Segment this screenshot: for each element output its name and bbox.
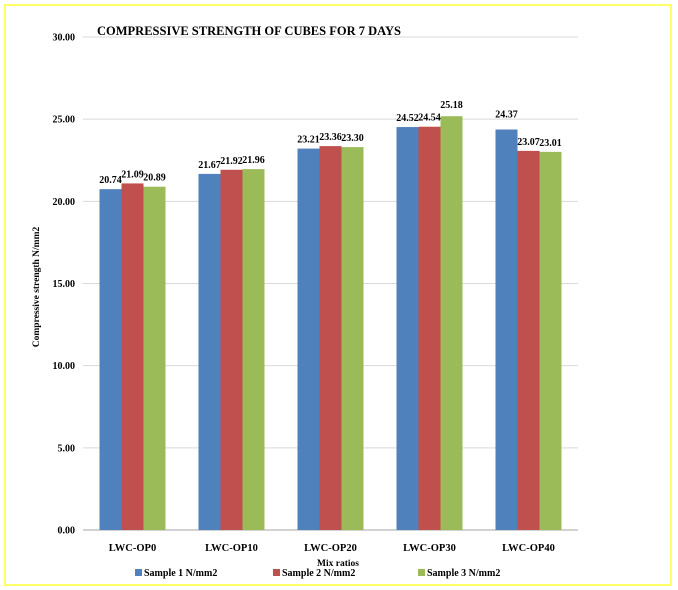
- data-label: 24.37: [495, 110, 518, 121]
- x-category-label: LWC-OP40: [502, 543, 555, 554]
- bars: [99, 116, 562, 531]
- legend-swatch: [418, 569, 425, 576]
- bar: [297, 148, 320, 530]
- data-label: 20.74: [99, 175, 122, 186]
- bar: [539, 151, 562, 530]
- x-category-labels: LWC-OP0 LWC-OP10 LWC-OP20 LWC-OP30 LWC-OP40: [109, 543, 555, 554]
- legend-swatch: [273, 569, 280, 576]
- legend-item: Sample 3 N/mm2: [418, 568, 500, 579]
- chart-title: COMPRESSIVE STRENGTH OF CUBES FOR 7 DAYS: [97, 24, 401, 38]
- y-tick-label: 5.00: [58, 443, 76, 454]
- y-tick-labels: 0.00 5.00 10.00 15.00 20.00 25.00 30.00: [53, 33, 76, 537]
- legend-label: Sample 2 N/mm2: [282, 568, 355, 579]
- y-tick-label: 25.00: [53, 115, 76, 126]
- y-tick-label: 0.00: [58, 526, 76, 537]
- data-label: 20.89: [143, 173, 166, 184]
- legend-swatch: [135, 569, 142, 576]
- data-label: 24.54: [418, 113, 441, 124]
- bar: [495, 129, 518, 531]
- bar: [143, 186, 166, 530]
- bar: [242, 169, 265, 530]
- bar: [121, 183, 144, 530]
- legend: Sample 1 N/mm2 Sample 2 N/mm2 Sample 3 N/m…: [135, 568, 500, 579]
- y-tick-label: 10.00: [53, 361, 76, 372]
- data-label: 23.21: [297, 135, 320, 146]
- x-axis-title: Mix ratios: [317, 559, 359, 569]
- y-tick-label: 20.00: [53, 197, 76, 208]
- legend-item: Sample 1 N/mm2: [135, 568, 217, 579]
- y-tick-label: 15.00: [53, 279, 76, 290]
- legend-label: Sample 1 N/mm2: [144, 568, 217, 579]
- data-label: 24.52: [396, 113, 419, 124]
- data-label: 21.96: [242, 155, 265, 166]
- data-label: 23.01: [539, 138, 562, 149]
- data-label: 23.07: [517, 137, 540, 148]
- bar: [396, 127, 419, 531]
- y-axis-title: Compressive strength N/mm2: [32, 227, 42, 348]
- bar: [220, 169, 243, 531]
- data-label: 23.36: [319, 132, 342, 143]
- x-category-label: LWC-OP20: [304, 543, 357, 554]
- x-category-label: LWC-OP30: [403, 543, 456, 554]
- x-category-label: LWC-OP0: [109, 543, 156, 554]
- legend-item: Sample 2 N/mm2: [273, 568, 355, 579]
- data-label: 23.30: [341, 133, 364, 144]
- y-tick-label: 30.00: [53, 33, 76, 44]
- bar: [99, 189, 122, 530]
- legend-label: Sample 3 N/mm2: [427, 568, 500, 579]
- data-label: 21.92: [220, 156, 243, 167]
- bar: [440, 116, 463, 530]
- bar: [198, 173, 221, 531]
- data-label: 25.18: [440, 100, 463, 111]
- bar: [341, 147, 364, 530]
- bar: [418, 126, 441, 530]
- x-category-label: LWC-OP10: [205, 543, 258, 554]
- bar: [319, 146, 342, 530]
- data-label: 21.67: [198, 160, 221, 171]
- data-label: 21.09: [121, 169, 144, 180]
- bar: [517, 150, 540, 530]
